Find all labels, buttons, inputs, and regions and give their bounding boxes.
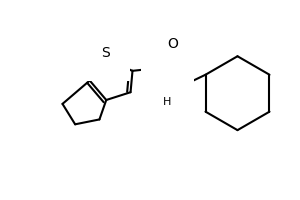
Text: O: O [167, 37, 178, 51]
Text: H: H [163, 97, 172, 107]
Text: S: S [101, 46, 110, 60]
Text: N: N [162, 86, 173, 100]
